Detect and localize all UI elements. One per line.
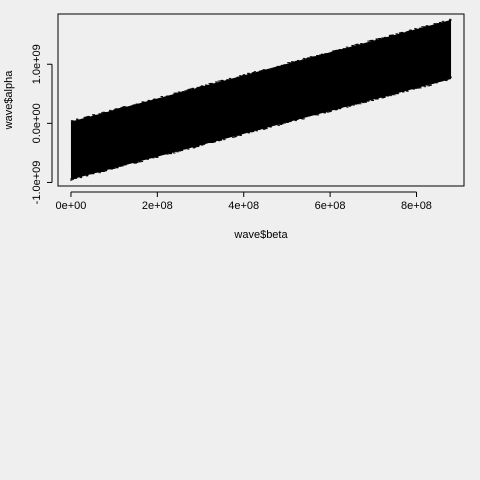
data-points bbox=[70, 18, 452, 181]
plot-frame bbox=[57, 13, 465, 187]
x-tick-label: 2e+08 bbox=[142, 200, 173, 212]
y-axis-title: wave$alpha bbox=[3, 70, 15, 131]
y-tick-label: -1.0e+09 bbox=[31, 161, 43, 205]
x-axis: 0e+00 2e+08 4e+08 6e+08 8e+08 bbox=[56, 191, 432, 212]
x-axis-title: wave$beta bbox=[233, 229, 288, 241]
y-axis: -1.0e+09 0.0e+00 1.0e+09 bbox=[31, 44, 53, 205]
x-tick-label: 6e+08 bbox=[315, 200, 346, 212]
y-tick-label: 0.0e+00 bbox=[31, 103, 43, 143]
x-tick-label: 8e+08 bbox=[401, 200, 432, 212]
x-tick-label: 0e+00 bbox=[56, 200, 87, 212]
y-tick-label: 1.0e+09 bbox=[31, 44, 43, 84]
x-tick-label: 4e+08 bbox=[228, 200, 259, 212]
series-band bbox=[70, 19, 452, 180]
